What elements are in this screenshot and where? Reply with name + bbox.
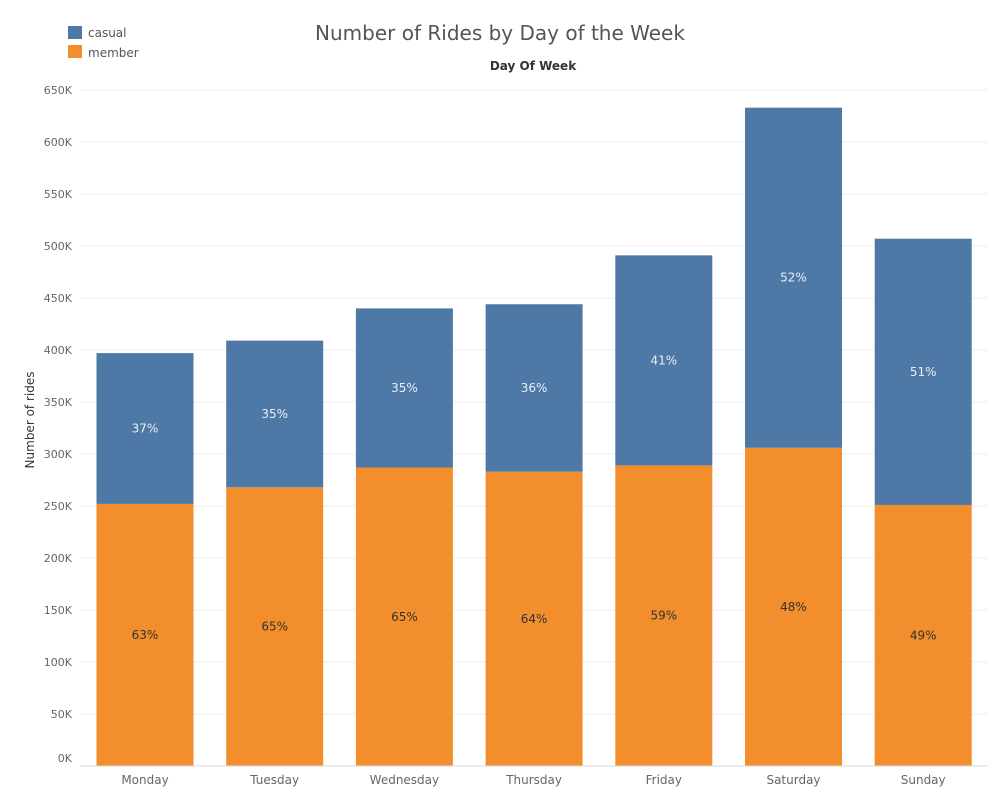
pct-label-casual: 37% (132, 422, 159, 436)
y-tick-label: 300K (44, 448, 73, 461)
pct-label-member: 65% (391, 610, 418, 624)
y-axis-ticks: 0K 50K 100K 150K 200K 250K 300K 350K 400K 450K 500… (44, 84, 73, 765)
bar-casual-saturday (745, 107, 842, 448)
top-axis-label: Day Of Week (490, 59, 577, 73)
bar-member-tuesday (226, 487, 324, 766)
legend-swatch-member (68, 45, 82, 58)
chart-title: Number of Rides by Day of the Week (315, 21, 685, 45)
legend-label-member: member (88, 46, 139, 60)
pct-label-casual: 52% (780, 271, 807, 285)
y-tick-label: 100K (44, 656, 73, 669)
pct-label-member: 65% (261, 620, 288, 634)
pct-label-casual: 36% (521, 381, 548, 395)
bar-casual-wednesday (355, 308, 453, 468)
pct-label-member: 49% (910, 628, 937, 642)
y-tick-label: 400K (44, 344, 73, 357)
bar-member-thursday (485, 471, 583, 766)
legend: casual member (68, 26, 139, 60)
y-tick-label: 500K (44, 240, 73, 253)
x-tick-label: Sunday (901, 773, 946, 787)
x-tick-label: Friday (646, 773, 682, 787)
y-tick-label: 200K (44, 552, 73, 565)
x-tick-label: Wednesday (370, 773, 439, 787)
bar-member-wednesday (355, 467, 453, 766)
bar-casual-friday (615, 255, 713, 466)
bar-member-saturday (745, 447, 842, 766)
y-tick-label: 350K (44, 396, 73, 409)
pct-label-casual: 41% (650, 353, 677, 367)
bars (96, 107, 972, 766)
bar-casual-tuesday (226, 340, 324, 488)
y-tick-label: 650K (44, 84, 73, 97)
legend-swatch-casual (68, 26, 82, 39)
pct-label-casual: 35% (261, 407, 288, 421)
y-tick-label: 50K (51, 708, 73, 721)
y-tick-label: 600K (44, 136, 73, 149)
y-axis-label: Number of rides (23, 372, 37, 469)
y-tick-label: 150K (44, 604, 73, 617)
legend-label-casual: casual (88, 26, 127, 40)
pct-label-casual: 51% (910, 365, 937, 379)
y-tick-label: 250K (44, 500, 73, 513)
x-tick-label: Monday (121, 773, 168, 787)
x-axis-ticks: Monday Tuesday Wednesday Thursday Friday Satu… (121, 773, 945, 787)
bar-casual-thursday (485, 304, 583, 472)
percent-labels: 63% 37% 65% 35% 65% 35% 64% 36% 59% 41% 48% 52% 49% 5… (132, 271, 937, 643)
pct-label-casual: 35% (391, 381, 418, 395)
y-tick-label: 550K (44, 188, 73, 201)
pct-label-member: 59% (650, 609, 677, 623)
bar-member-friday (615, 465, 713, 766)
bar-member-sunday (874, 504, 972, 766)
pct-label-member: 63% (132, 628, 159, 642)
pct-label-member: 64% (521, 612, 548, 626)
bar-casual-monday (96, 353, 194, 504)
bar-casual-sunday (874, 238, 972, 505)
bar-member-monday (96, 503, 194, 766)
y-tick-label: 450K (44, 292, 73, 305)
x-tick-label: Saturday (766, 773, 820, 787)
x-tick-label: Thursday (505, 773, 562, 787)
pct-label-member: 48% (780, 600, 807, 614)
y-tick-label: 0K (58, 752, 73, 765)
x-tick-label: Tuesday (249, 773, 299, 787)
